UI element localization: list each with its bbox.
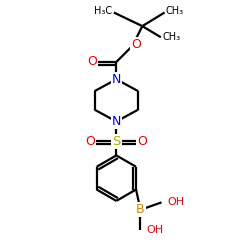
Text: CH₃: CH₃	[162, 32, 180, 42]
Text: S: S	[112, 134, 120, 147]
Text: O: O	[131, 38, 141, 51]
Text: N: N	[112, 73, 121, 86]
Text: CH₃: CH₃	[166, 6, 184, 16]
Text: O: O	[86, 134, 95, 147]
Text: B: B	[136, 203, 145, 216]
Text: OH: OH	[167, 198, 184, 207]
Text: O: O	[137, 134, 147, 147]
Text: H₃C: H₃C	[94, 6, 112, 16]
Text: N: N	[112, 115, 121, 128]
Text: O: O	[87, 56, 97, 68]
Text: OH: OH	[146, 225, 163, 235]
